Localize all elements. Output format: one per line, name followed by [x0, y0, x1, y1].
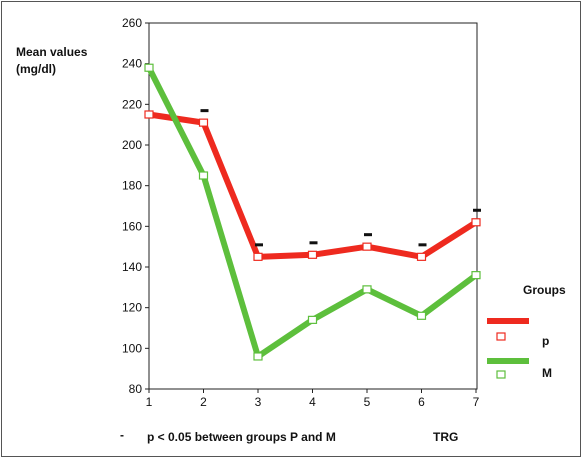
legend-marker-p [496, 332, 506, 341]
x-axis-label: TRG [433, 430, 458, 444]
data-point-m [198, 171, 209, 180]
x-tick-label: 3 [255, 395, 262, 409]
legend: Groups p M [487, 283, 566, 380]
significance-marker [255, 243, 263, 247]
y-tick-label: 200 [122, 138, 142, 152]
x-tick-label: 7 [473, 395, 480, 409]
x-tick-label: 2 [200, 395, 207, 409]
y-tick-label: 160 [122, 219, 142, 233]
data-point-p [253, 252, 263, 261]
y-tick-label: 120 [122, 301, 142, 315]
x-tick-label: 1 [146, 395, 153, 409]
y-tick-label: 260 [122, 16, 142, 30]
data-point-m [307, 315, 318, 324]
y-tick-label: 240 [122, 57, 142, 71]
series-line-m [146, 66, 478, 360]
y-axis-label-line2: (mg/dl) [16, 62, 56, 76]
data-point-p [362, 242, 372, 251]
x-axis: 1 2 3 4 5 6 7 [146, 389, 480, 409]
footnote-text: p < 0.05 between groups P and M [147, 430, 336, 444]
legend-marker-m [496, 370, 506, 379]
y-tick-label: 140 [122, 260, 142, 274]
data-point-m [253, 352, 263, 361]
footnote-symbol: - [120, 428, 124, 442]
y-tick-label: 220 [122, 97, 142, 111]
y-axis: 80 100 120 140 160 180 200 220 240 260 [122, 16, 149, 396]
data-point-m [144, 63, 154, 72]
y-axis-label-line1: Mean values [16, 45, 88, 59]
data-point-m [416, 311, 427, 320]
footnote: - p < 0.05 between groups P and M [120, 428, 336, 444]
significance-marker [418, 243, 427, 247]
legend-label-p: p [542, 334, 549, 348]
data-point-p [471, 218, 481, 227]
significance-marker [473, 208, 481, 212]
series-layer [144, 63, 481, 361]
significance-marker [309, 241, 318, 245]
significance-marker [364, 233, 372, 237]
significance-markers [200, 109, 481, 247]
data-point-m [471, 271, 481, 280]
x-tick-label: 4 [309, 395, 316, 409]
plot-frame [148, 22, 478, 390]
x-tick-label: 5 [364, 395, 371, 409]
data-point-p [144, 110, 154, 119]
y-tick-label: 180 [122, 179, 142, 193]
significance-marker [200, 109, 209, 113]
data-point-m [362, 285, 372, 294]
data-point-p [416, 252, 427, 261]
x-tick-label: 6 [418, 395, 425, 409]
data-point-p [307, 250, 318, 259]
y-tick-label: 100 [122, 341, 142, 355]
y-tick-label: 80 [129, 382, 143, 396]
legend-title: Groups [523, 283, 566, 297]
legend-label-m: M [542, 366, 552, 380]
data-point-p [198, 118, 209, 127]
series-line-p [148, 111, 478, 260]
